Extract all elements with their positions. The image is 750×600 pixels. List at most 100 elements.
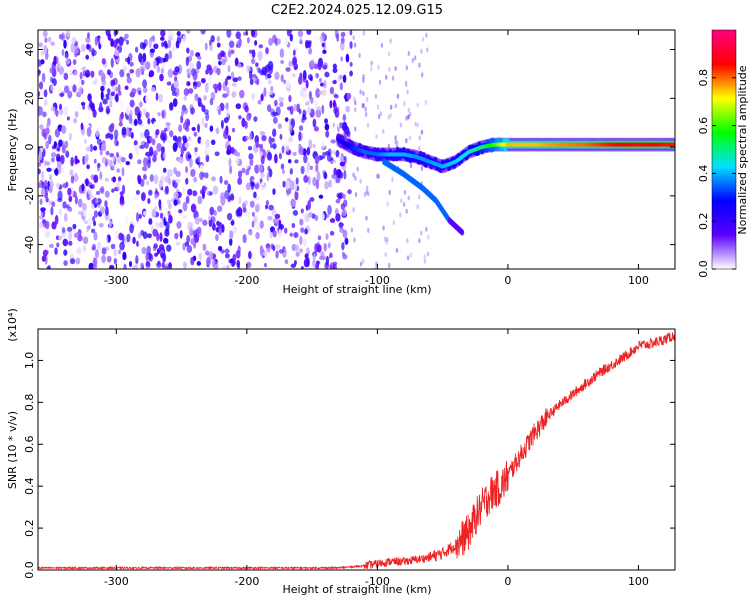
noise-mark [370, 60, 373, 66]
noise-mark [56, 147, 60, 152]
noise-mark [234, 57, 239, 67]
noise-mark [152, 228, 158, 237]
noise-mark [228, 258, 233, 264]
noise-mark [153, 174, 159, 185]
x-tick-label: -200 [234, 274, 259, 287]
noise-mark [58, 209, 62, 215]
noise-mark [180, 114, 184, 124]
noise-mark [343, 169, 347, 180]
noise-mark [321, 89, 327, 96]
spectrogram-x-axis-label: Height of straight line (km) [282, 283, 431, 296]
noise-mark [288, 94, 292, 103]
noise-mark [232, 77, 239, 83]
noise-mark [84, 155, 89, 165]
noise-mark [149, 174, 154, 182]
noise-mark [205, 154, 210, 163]
noise-mark [253, 215, 258, 224]
noise-mark [73, 118, 77, 124]
noise-mark [220, 119, 224, 129]
noise-mark [291, 223, 296, 229]
noise-mark [197, 195, 203, 205]
noise-mark [295, 177, 299, 185]
noise-mark [306, 169, 310, 178]
noise-mark [335, 149, 340, 158]
noise-mark [395, 247, 399, 253]
noise-mark [249, 181, 256, 187]
noise-mark [63, 72, 69, 81]
noise-mark [327, 239, 333, 250]
noise-mark [62, 201, 67, 209]
noise-mark [89, 193, 94, 200]
noise-mark [317, 235, 322, 241]
noise-mark [126, 39, 129, 45]
noise-mark [51, 114, 55, 123]
y-tick-label: 0.8 [23, 394, 36, 412]
noise-mark [137, 232, 142, 239]
noise-mark [361, 258, 365, 264]
noise-mark [354, 175, 357, 181]
noise-mark [111, 188, 115, 193]
noise-mark [408, 135, 412, 141]
snr-frame [37, 328, 676, 571]
noise-mark [345, 105, 351, 113]
noise-mark [159, 73, 164, 82]
noise-mark [124, 33, 129, 39]
noise-mark [278, 152, 282, 160]
noise-mark [337, 74, 341, 83]
noise-mark [63, 260, 68, 266]
noise-mark [307, 200, 311, 210]
noise-mark [267, 215, 273, 221]
colorbar-ticks: 0.0 0.2 0.4 0.6 0.8 [697, 69, 736, 278]
noise-mark [110, 57, 114, 68]
noise-mark [114, 49, 120, 57]
noise-mark [159, 212, 164, 219]
noise-mark [210, 35, 215, 43]
noise-mark [263, 262, 267, 268]
noise-mark [339, 82, 344, 91]
noise-mark [274, 71, 280, 80]
noise-mark [54, 214, 59, 225]
noise-mark [239, 89, 245, 99]
noise-mark [207, 146, 211, 154]
noise-mark [389, 38, 392, 44]
noise-mark [209, 125, 214, 132]
noise-mark [100, 85, 105, 92]
noise-mark [38, 69, 41, 75]
noise-mark [363, 191, 367, 197]
noise-mark [143, 174, 147, 181]
noise-mark [302, 109, 307, 117]
noise-mark [135, 189, 141, 195]
snr-plot-area [38, 332, 675, 570]
noise-mark [349, 70, 353, 77]
noise-mark [198, 252, 202, 261]
noise-mark [418, 145, 421, 151]
noise-mark [266, 172, 270, 182]
noise-mark [272, 34, 277, 44]
noise-mark [224, 253, 230, 259]
noise-mark [186, 234, 191, 244]
noise-mark [336, 168, 342, 179]
noise-mark [189, 49, 194, 57]
noise-mark [267, 79, 272, 85]
snr-x-axis-label: Height of straight line (km) [282, 583, 431, 596]
noise-mark [305, 79, 309, 89]
noise-mark [423, 258, 427, 264]
snr-y-axis-label: SNR (10 * v/v) [6, 411, 19, 489]
noise-mark [54, 168, 59, 175]
noise-mark [306, 256, 310, 267]
noise-mark [80, 101, 86, 106]
noise-mark [153, 43, 159, 50]
noise-mark [57, 235, 62, 241]
noise-mark [324, 219, 329, 227]
noise-mark [163, 151, 168, 160]
noise-mark [309, 197, 315, 202]
noise-mark [331, 173, 337, 180]
noise-mark [74, 195, 78, 205]
noise-mark [65, 150, 70, 158]
noise-mark [367, 191, 370, 197]
noise-mark [101, 247, 107, 255]
noise-mark [399, 122, 403, 128]
noise-mark [77, 198, 83, 208]
noise-mark [353, 237, 356, 243]
noise-mark [307, 175, 311, 186]
